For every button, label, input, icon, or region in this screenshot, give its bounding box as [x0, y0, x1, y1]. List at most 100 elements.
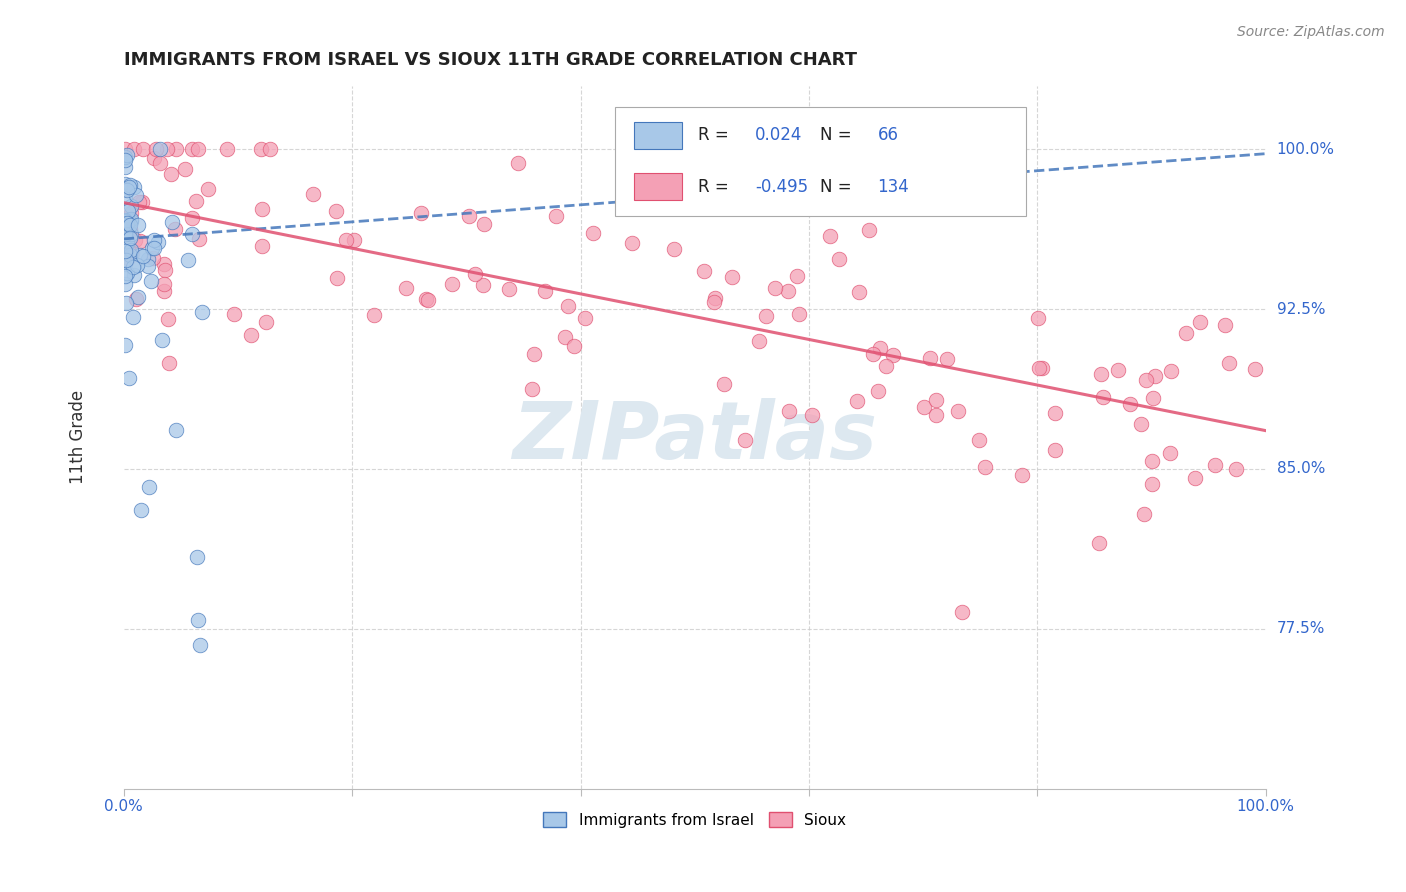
Point	[115, 266, 138, 280]
Point	[858, 223, 880, 237]
Point	[498, 282, 520, 296]
Point	[325, 203, 347, 218]
Point	[114, 337, 136, 351]
Point	[846, 393, 869, 408]
Point	[534, 284, 557, 298]
Point	[557, 300, 579, 314]
Point	[703, 291, 725, 305]
Point	[1184, 470, 1206, 484]
Point	[120, 212, 142, 227]
Point	[115, 183, 138, 197]
Point	[149, 143, 172, 157]
Text: ZIPatlas: ZIPatlas	[512, 398, 877, 476]
Point	[159, 168, 181, 182]
Point	[157, 356, 180, 370]
Point	[120, 214, 142, 228]
Point	[180, 211, 202, 225]
Point	[866, 384, 889, 398]
Point	[1028, 311, 1050, 326]
Point	[882, 349, 904, 363]
Point	[302, 186, 325, 201]
Point	[418, 293, 440, 308]
Point	[120, 244, 142, 258]
Point	[115, 216, 138, 230]
Point	[582, 226, 605, 240]
Point	[862, 347, 884, 361]
Point	[114, 188, 136, 202]
Point	[925, 409, 948, 423]
Point	[948, 404, 970, 418]
Point	[132, 143, 155, 157]
Point	[114, 182, 136, 196]
Point	[125, 258, 148, 272]
Point	[755, 309, 778, 323]
Point	[869, 342, 891, 356]
Text: R =: R =	[699, 178, 734, 195]
Point	[721, 270, 744, 285]
Point	[142, 233, 165, 247]
Point	[250, 143, 273, 157]
Point	[713, 376, 735, 391]
Point	[127, 290, 149, 304]
Point	[153, 257, 176, 271]
Text: 77.5%: 77.5%	[1277, 621, 1324, 636]
Point	[117, 212, 139, 227]
Point	[1175, 326, 1198, 340]
Point	[121, 310, 143, 324]
Point	[114, 244, 136, 259]
Point	[131, 194, 153, 209]
Point	[152, 277, 174, 291]
Point	[114, 182, 136, 196]
Point	[254, 314, 277, 328]
Point	[184, 194, 207, 208]
Point	[188, 232, 211, 246]
Point	[186, 549, 208, 564]
Point	[1087, 536, 1109, 550]
Point	[117, 148, 139, 162]
Point	[522, 382, 544, 396]
Legend: Immigrants from Israel, Sioux: Immigrants from Israel, Sioux	[537, 805, 852, 834]
Point	[973, 459, 995, 474]
Point	[920, 351, 942, 365]
Point	[114, 212, 136, 227]
Point	[472, 278, 495, 293]
Point	[866, 187, 889, 202]
Point	[114, 257, 136, 271]
Point	[188, 638, 211, 652]
Point	[180, 143, 202, 157]
Point	[1142, 392, 1164, 406]
Point	[1043, 443, 1066, 458]
Point	[145, 143, 167, 157]
Point	[763, 281, 786, 295]
Point	[115, 235, 138, 250]
Point	[776, 285, 799, 299]
Point	[818, 229, 841, 244]
Point	[778, 403, 800, 417]
Point	[115, 252, 138, 267]
Point	[150, 333, 173, 347]
FancyBboxPatch shape	[614, 107, 1026, 216]
Point	[129, 248, 152, 262]
Point	[508, 156, 530, 170]
Point	[1135, 373, 1157, 387]
Point	[1160, 364, 1182, 378]
Point	[141, 241, 163, 255]
Text: 92.5%: 92.5%	[1277, 301, 1326, 317]
Point	[181, 227, 204, 241]
Point	[415, 292, 437, 306]
Point	[115, 234, 138, 248]
Point	[138, 480, 160, 494]
Text: 11th Grade: 11th Grade	[69, 390, 87, 484]
Point	[122, 179, 145, 194]
Point	[1140, 477, 1163, 491]
Point	[1159, 446, 1181, 460]
Point	[787, 307, 810, 321]
Point	[935, 351, 957, 366]
Point	[1031, 360, 1053, 375]
Point	[143, 241, 166, 255]
Point	[146, 235, 169, 249]
Point	[1215, 318, 1237, 333]
Point	[114, 214, 136, 228]
Point	[1243, 362, 1265, 376]
Point	[734, 433, 756, 447]
